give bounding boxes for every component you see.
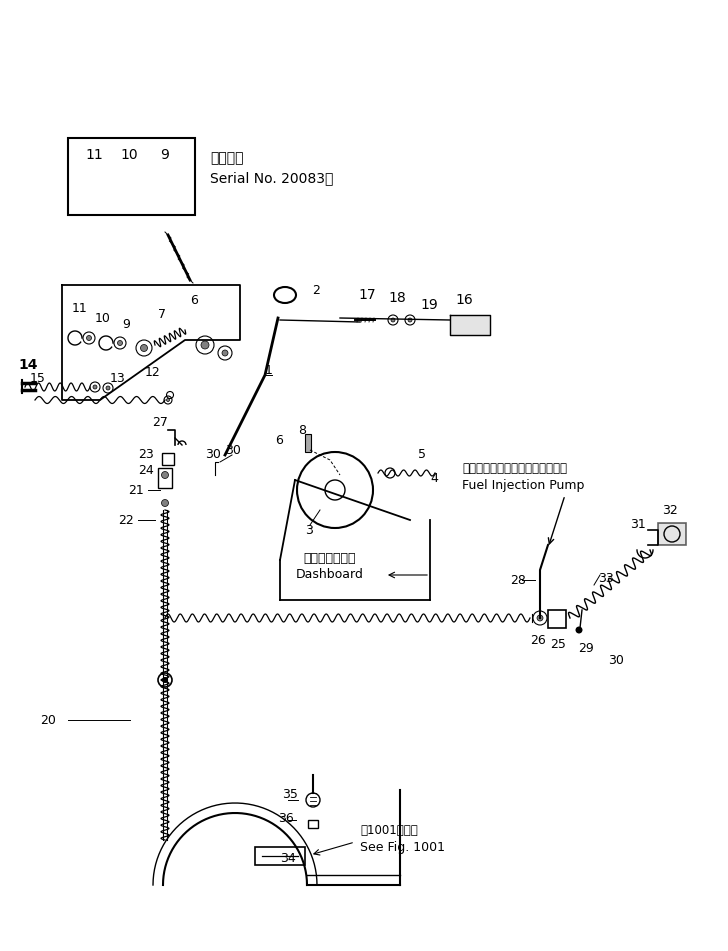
Text: 12: 12 (145, 366, 161, 379)
Circle shape (162, 472, 168, 478)
Bar (548, 610, 566, 628)
Text: 適用号機: 適用号機 (210, 151, 243, 165)
Text: 33: 33 (598, 572, 614, 585)
Text: 35: 35 (282, 788, 298, 802)
Text: 22: 22 (118, 514, 134, 527)
Circle shape (222, 350, 228, 356)
Text: 15: 15 (30, 372, 46, 384)
Text: 9: 9 (160, 148, 169, 162)
Text: 13: 13 (110, 372, 126, 384)
Text: 2: 2 (312, 283, 320, 297)
Text: 29: 29 (578, 642, 594, 654)
Text: 17: 17 (358, 288, 376, 302)
Circle shape (408, 318, 412, 322)
Text: 30: 30 (205, 449, 221, 461)
Text: 20: 20 (40, 713, 56, 727)
Text: Fuel Injection Pump: Fuel Injection Pump (462, 478, 585, 492)
Text: 18: 18 (388, 291, 405, 305)
Text: 16: 16 (455, 293, 472, 307)
Circle shape (167, 398, 170, 401)
Text: 11: 11 (72, 301, 88, 315)
Circle shape (537, 615, 543, 621)
Text: 7: 7 (158, 308, 166, 321)
Circle shape (106, 386, 110, 390)
Circle shape (141, 344, 148, 352)
Circle shape (95, 190, 99, 194)
Text: 3: 3 (305, 523, 313, 536)
Text: 34: 34 (280, 851, 296, 864)
Text: ダッシュボード: ダッシュボード (304, 552, 356, 565)
Bar (305, 434, 311, 452)
Text: 21: 21 (128, 483, 143, 496)
Text: See Fig. 1001: See Fig. 1001 (360, 842, 445, 855)
Text: 5: 5 (418, 449, 426, 461)
Text: 6: 6 (275, 434, 283, 447)
Text: 27: 27 (152, 416, 168, 429)
Text: 36: 36 (278, 811, 294, 825)
Text: 9: 9 (122, 319, 130, 332)
Bar (162, 453, 174, 465)
Bar (158, 468, 172, 488)
Text: 31: 31 (630, 518, 646, 532)
Bar (68, 138, 195, 215)
Text: 19: 19 (420, 298, 438, 312)
Text: ㅔ1001図参照: ㅔ1001図参照 (360, 824, 418, 837)
Circle shape (391, 318, 395, 322)
Bar (255, 847, 305, 865)
Text: Serial No. 20083～: Serial No. 20083～ (210, 171, 333, 185)
Text: 11: 11 (85, 148, 103, 162)
Text: 25: 25 (550, 638, 566, 651)
Polygon shape (450, 315, 490, 335)
Text: 30: 30 (225, 443, 241, 456)
Circle shape (93, 385, 97, 389)
Text: 6: 6 (190, 294, 198, 306)
Circle shape (164, 471, 172, 479)
Circle shape (201, 341, 209, 349)
Text: 10: 10 (95, 312, 111, 324)
Circle shape (159, 194, 165, 200)
Text: 23: 23 (138, 449, 154, 461)
Circle shape (87, 336, 92, 340)
Text: 10: 10 (120, 148, 138, 162)
Circle shape (162, 499, 168, 507)
Text: Dashboard: Dashboard (296, 569, 364, 581)
Bar (308, 820, 318, 828)
Text: 1: 1 (265, 363, 273, 377)
Circle shape (134, 190, 138, 194)
Circle shape (162, 677, 168, 683)
Circle shape (117, 340, 122, 345)
Text: 32: 32 (662, 503, 678, 516)
Text: 28: 28 (510, 573, 526, 587)
Text: 8: 8 (298, 423, 306, 437)
Text: 30: 30 (608, 653, 624, 667)
Text: フェエルインジェクションポンプ: フェエルインジェクションポンプ (462, 461, 567, 475)
Circle shape (576, 627, 582, 633)
Text: 4: 4 (430, 472, 438, 484)
Text: 26: 26 (530, 633, 546, 647)
Text: 24: 24 (138, 463, 154, 476)
Text: 14: 14 (18, 358, 38, 372)
Bar (658, 523, 686, 545)
